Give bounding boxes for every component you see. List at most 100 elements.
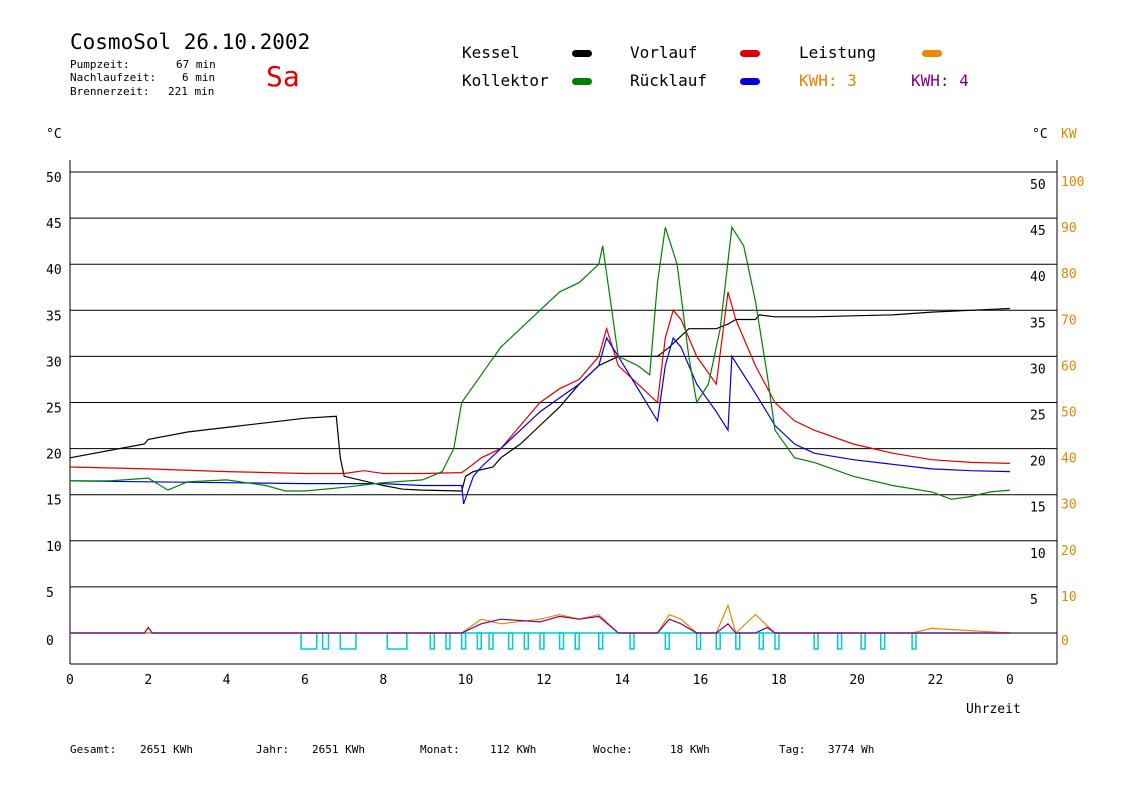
y-tick-label-kw: 80 [1061, 267, 1077, 282]
y-tick-label-left: 10 [46, 540, 62, 555]
pump-on-block [300, 632, 318, 650]
legend-label: Leistung [799, 43, 877, 62]
y-tick-label-kw: 20 [1061, 544, 1077, 559]
pump-on-block [539, 632, 545, 650]
footer-woche: Woche: 18 KWh [593, 743, 710, 756]
y-tick-label-right: 40 [1030, 270, 1046, 285]
legend-kessel: Kessel [462, 43, 520, 62]
y-tick-label-left: 45 [46, 217, 62, 232]
series-line-kwh [70, 615, 1010, 634]
y-tick-label-left: 15 [46, 494, 62, 509]
pump-on-block [735, 632, 741, 650]
pump-on-block [836, 632, 843, 650]
x-tick-label: 0 [1006, 673, 1014, 688]
legend-swatch-kessel [572, 50, 592, 57]
footer-value: 2651 KWh [140, 743, 193, 756]
pump-on-block [715, 632, 721, 650]
y-tick-label-kw: 90 [1061, 221, 1077, 236]
legend-swatch-kollektor [572, 78, 592, 85]
x-axis-label: Uhrzeit [966, 702, 1021, 717]
y-tick-label-left: 35 [46, 309, 62, 324]
pump-on-block [445, 632, 451, 650]
x-tick-label: 14 [614, 673, 630, 688]
pump-on-block [664, 632, 670, 650]
x-tick-label: 22 [928, 673, 944, 688]
y-tick-label-right: 15 [1030, 501, 1046, 516]
footer-jahr: Jahr: 2651 KWh [256, 743, 365, 756]
footer-label: Woche: [593, 743, 633, 756]
y-tick-label-kw: 0 [1061, 634, 1069, 649]
x-tick-label: 10 [458, 673, 474, 688]
y-tick-label-right: 25 [1030, 409, 1046, 424]
series-line-vorlauf [69, 291, 1011, 475]
x-tick-label: 8 [379, 673, 387, 688]
pump-on-block [339, 632, 357, 650]
pump-on-block [774, 632, 780, 650]
stat-value: 221 min [168, 85, 215, 98]
pump-on-block [558, 632, 565, 650]
pump-on-block [429, 632, 436, 650]
y-tick-label-left: 5 [46, 586, 54, 601]
legend-kollektor: Kollektor [462, 71, 549, 90]
y-tick-label-right: 20 [1030, 455, 1046, 470]
weekday-label: Sa [266, 60, 300, 93]
y-tick-label-left: 25 [46, 402, 62, 417]
pump-on-block [507, 632, 514, 650]
legend-label: Kessel [462, 43, 520, 62]
y-tick-label-right: 35 [1030, 316, 1046, 331]
stat-pumpzeit: Pumpzeit: 67 min [70, 58, 216, 71]
footer-value: 18 KWh [670, 743, 710, 756]
legend-swatch-leistung [922, 50, 942, 57]
footer-label: Gesamt: [70, 743, 117, 756]
y-tick-label-kw: 10 [1061, 590, 1077, 605]
y-tick-label-kw: 60 [1061, 359, 1077, 374]
stat-label: Nachlaufzeit: [70, 71, 157, 84]
footer-label: Monat: [420, 743, 460, 756]
pump-on-block [629, 632, 635, 650]
chart-series [69, 225, 1011, 635]
y-tick-label-right: 50 [1030, 178, 1046, 193]
y-tick-label-left: 40 [46, 263, 62, 278]
x-tick-label: 0 [66, 673, 74, 688]
footer-tag: Tag: 3774 Wh [779, 743, 874, 756]
pump-on-block [758, 632, 764, 650]
pump-on-block [488, 632, 494, 650]
pump-on-block [476, 632, 483, 650]
y-tick-label-left: 30 [46, 355, 62, 370]
footer-gesamt: Gesamt: 2651 KWh [70, 743, 193, 756]
legend-leistung: Leistung [799, 43, 876, 62]
pump-activity [70, 632, 1010, 650]
x-tick-label: 18 [771, 673, 787, 688]
x-tick-label: 20 [849, 673, 865, 688]
y-tick-label-left: 50 [46, 171, 62, 186]
legend-swatch-vorlauf [740, 50, 760, 57]
legend-label: Rücklauf [630, 71, 708, 90]
footer-monat: Monat: 112 KWh [420, 743, 536, 756]
y-tick-label-left: 20 [46, 448, 62, 463]
chart-title: CosmoSol 26.10.2002 [70, 30, 311, 54]
y-tick-label-kw: 100 [1061, 175, 1084, 190]
stat-value: 6 min [182, 71, 216, 84]
chart-grid [69, 160, 1058, 665]
legend-ruecklauf: Rücklauf [630, 71, 707, 90]
legend-kwh-purple: KWH: 4 [911, 71, 969, 90]
series-line-leistung [70, 603, 1011, 635]
legend-vorlauf: Vorlauf [630, 43, 697, 62]
legend-label: Vorlauf [630, 43, 698, 62]
pump-on-block [860, 632, 866, 650]
legend-swatch-ruecklauf [740, 78, 760, 85]
legend-kwh-orange: KWH: 3 [799, 71, 857, 90]
pump-on-block [813, 632, 819, 650]
pump-on-block [598, 632, 604, 650]
legend-label: Kollektor [462, 71, 549, 90]
x-tick-label: 16 [693, 673, 709, 688]
x-tick-label: 6 [301, 673, 309, 688]
chart-ticks: 0510152025303540455051015202530354045500… [46, 171, 1084, 688]
stat-label: Brennerzeit: [70, 85, 150, 98]
x-tick-label: 12 [536, 673, 552, 688]
pump-on-block [695, 632, 702, 650]
y-tick-label-right: 30 [1030, 362, 1046, 377]
footer-label: Tag: [779, 743, 806, 756]
series-line-kessel [69, 307, 1011, 492]
stat-label: Pumpzeit: [70, 58, 130, 71]
